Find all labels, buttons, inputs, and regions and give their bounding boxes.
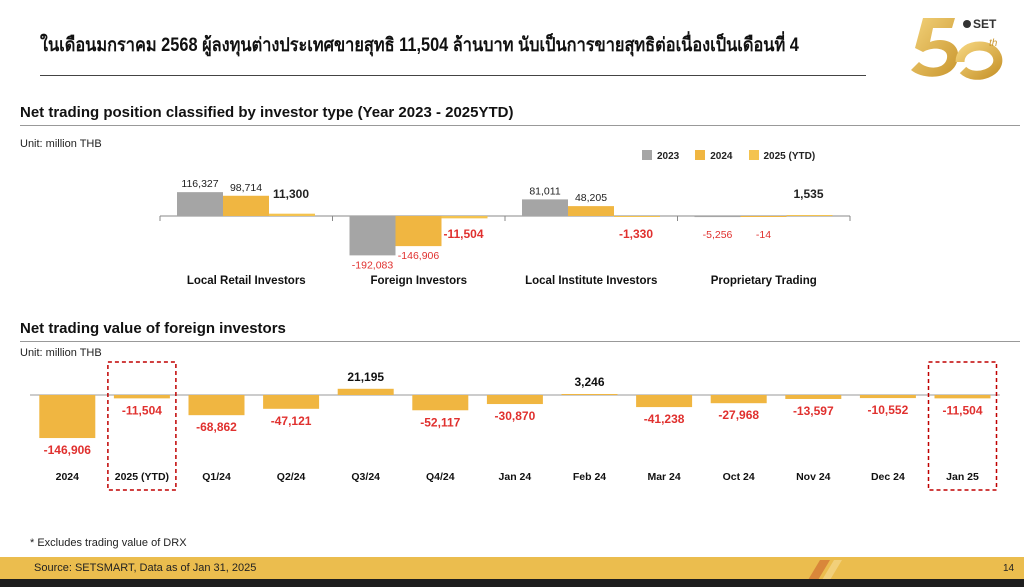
category-label: Local Institute Investors (525, 275, 657, 287)
svg-text:th: th (989, 38, 998, 49)
bar (785, 395, 842, 399)
category-label: Dec 24 (871, 471, 905, 483)
bar-2025ytd (786, 215, 833, 216)
bar-2023 (522, 199, 568, 216)
bar-2024 (568, 206, 614, 216)
category-label: Oct 24 (723, 471, 755, 483)
chart2-unit: Unit: million THB (20, 347, 102, 359)
bar (39, 395, 96, 439)
legend-label: 2025 (YTD) (763, 151, 816, 162)
data-label: -52,117 (420, 415, 460, 429)
bar (337, 388, 394, 395)
bar-2025ytd (614, 216, 660, 217)
data-label: -68,862 (196, 420, 237, 434)
footer-accent (808, 557, 1024, 580)
svg-text:SET: SET (973, 17, 997, 31)
bar (934, 395, 991, 399)
bar (412, 395, 469, 411)
category-label: Jan 25 (946, 471, 979, 483)
data-label: 21,195 (347, 370, 384, 384)
bar (561, 394, 618, 395)
data-label: -47,121 (271, 414, 312, 428)
bar-2023 (694, 216, 741, 218)
legend-item-2024: 2024 (695, 150, 733, 162)
data-label: -11,504 (443, 227, 483, 241)
category-label: Foreign Investors (371, 275, 468, 287)
chart2-foreign-investors: -146,906 2024 -11,504 2025 (YTD) -68,862 Q1/2… (30, 361, 1000, 491)
legend-label: 2023 (657, 151, 680, 162)
bar (486, 395, 543, 405)
bar (859, 395, 916, 399)
category-label: Q3/24 (351, 471, 380, 483)
legend-item-2023: 2023 (642, 150, 679, 162)
data-label: -14 (756, 229, 771, 241)
bar (188, 395, 245, 416)
bar (113, 395, 170, 399)
chart1-divider (20, 125, 1020, 126)
category-label: Q4/24 (426, 471, 455, 483)
bar-2024 (395, 216, 442, 247)
category-label: 2024 (56, 471, 80, 483)
category-label: Proprietary Trading (711, 275, 817, 287)
data-label: -11,504 (122, 403, 162, 417)
category-label: Q2/24 (277, 471, 306, 483)
bar (636, 395, 693, 408)
data-label: 81,011 (529, 185, 560, 197)
chart2-title: Net trading value of foreign investors (20, 320, 286, 337)
data-label: 48,205 (575, 192, 607, 204)
footer-dark-strip (0, 579, 1024, 587)
data-label: -27,968 (718, 408, 759, 422)
source-note: Source: SETSMART, Data as of Jan 31, 202… (34, 562, 257, 574)
legend-swatch (748, 150, 759, 160)
legend-swatch (695, 150, 706, 160)
chart1-legend: 2023 2024 2025 (YTD) (642, 150, 815, 162)
chart1-unit: Unit: million THB (20, 138, 102, 150)
bar-2024 (740, 216, 787, 217)
data-label: -146,906 (398, 250, 440, 262)
data-label: -30,870 (495, 409, 536, 423)
legend-label: 2024 (710, 151, 733, 162)
category-label: 2025 (YTD) (115, 471, 169, 483)
bar (263, 395, 320, 409)
data-label: -10,552 (868, 403, 909, 417)
data-label: -192,083 (352, 259, 394, 271)
category-label: Nov 24 (796, 471, 831, 483)
category-label: Mar 24 (647, 471, 680, 483)
data-label: -1,330 (619, 227, 653, 241)
chart2-divider (20, 341, 1020, 342)
data-label: 116,327 (181, 178, 218, 190)
bar-2023 (349, 216, 396, 256)
bar-2024 (223, 195, 269, 216)
data-label: 98,714 (230, 182, 262, 194)
headline-divider (40, 75, 866, 76)
data-label: -146,906 (44, 443, 92, 457)
bar-2025ytd (269, 213, 315, 216)
bar-2023 (177, 192, 223, 216)
bar-2025ytd (441, 216, 488, 219)
data-label: -11,504 (942, 403, 982, 417)
data-label: -5,256 (703, 229, 733, 241)
headline: ในเดือนมกราคม 2568 ผู้ลงทุนต่างประเทศขาย… (40, 35, 799, 56)
legend-item-2025: 2025 (YTD) (748, 150, 816, 162)
data-label: 1,535 (793, 187, 823, 201)
data-label: 11,300 (273, 187, 309, 201)
footer-band (0, 557, 1024, 579)
data-label: -41,238 (644, 412, 685, 426)
data-label: -13,597 (793, 404, 834, 418)
category-label: Local Retail Investors (187, 275, 306, 287)
chart1-title: Net trading position classified by inves… (20, 104, 514, 121)
footnote: * Excludes trading value of DRX (30, 537, 187, 549)
category-label: Q1/24 (202, 471, 231, 483)
chart1-investor-type: Local Retail Investors 116,327 98,714 11,30… (159, 178, 851, 287)
category-label: Feb 24 (573, 471, 606, 483)
legend-swatch (642, 150, 652, 160)
set-50th-logo: SET th (911, 17, 1003, 80)
data-label: 3,246 (574, 375, 604, 389)
bar (710, 395, 767, 404)
category-label: Jan 24 (499, 471, 532, 483)
page-number: 14 (1003, 563, 1015, 574)
